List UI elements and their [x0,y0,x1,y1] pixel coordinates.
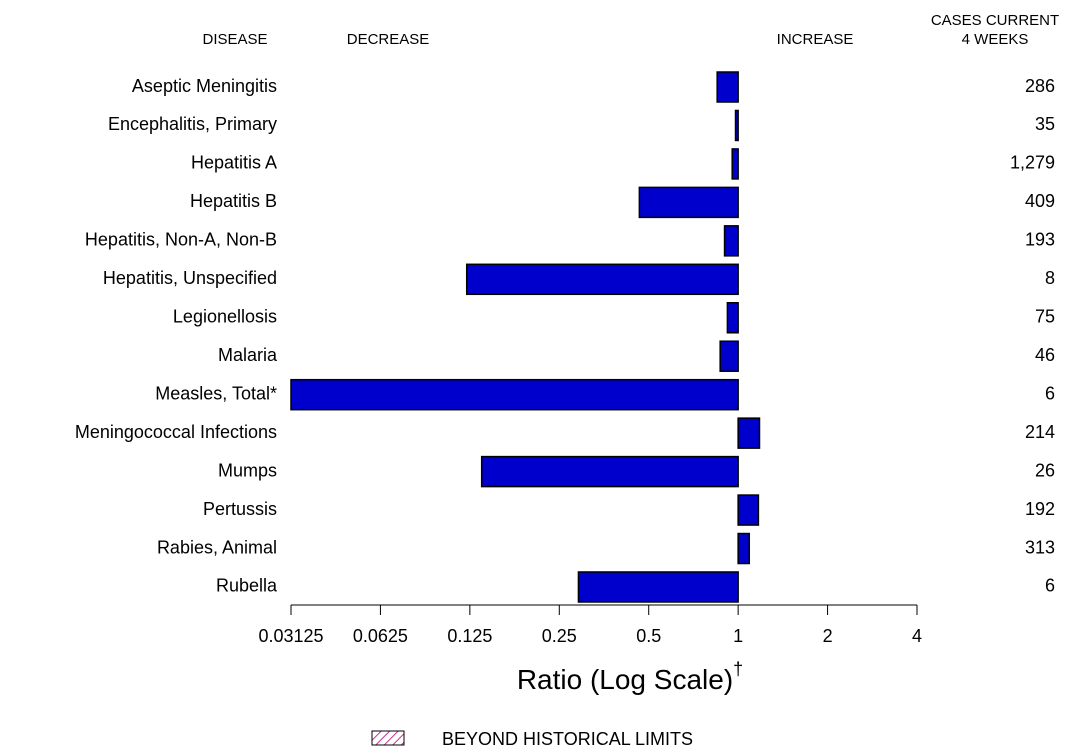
header-disease: DISEASE [202,31,267,48]
cases-value: 286 [1025,76,1055,96]
cases-value: 6 [1045,576,1055,596]
category-label: Hepatitis B [190,191,277,211]
cases-value: 192 [1025,499,1055,519]
header-cases: 4 WEEKS [962,31,1029,48]
header-increase: INCREASE [777,31,854,48]
cases-value: 313 [1025,537,1055,557]
cases-value: 214 [1025,422,1055,442]
x-tick-label: 0.5 [636,626,661,646]
x-tick-label: 0.0625 [353,626,408,646]
category-label: Hepatitis A [191,153,277,173]
bar [726,302,739,334]
x-tick-label: 4 [912,626,922,646]
cases-value: 193 [1025,230,1055,250]
bar [734,109,739,142]
category-label: Rabies, Animal [157,537,277,557]
bar [719,340,739,372]
bar [638,186,739,219]
legend-label: BEYOND HISTORICAL LIMITS [442,729,693,749]
category-label: Meningococcal Infections [75,422,277,442]
category-label: Legionellosis [173,307,277,327]
bar [716,71,739,103]
cases-value: 26 [1035,460,1055,480]
bar [723,225,739,257]
bar [737,532,751,565]
cases-value: 1,279 [1010,153,1055,173]
header-cases: CASES CURRENT [931,12,1059,29]
legend-swatch [371,730,405,746]
category-label: Rubella [216,576,278,596]
category-label: Pertussis [203,499,277,519]
category-label: Hepatitis, Non-A, Non-B [85,230,277,250]
bar [731,148,739,180]
cases-value: 8 [1045,268,1055,288]
category-label: Measles, Total* [155,383,277,403]
cases-value: 75 [1035,307,1055,327]
bar [465,263,739,296]
bar [737,417,761,449]
x-tick-label: 0.125 [447,626,492,646]
bar [577,571,739,603]
bar [737,494,760,526]
category-label: Malaria [218,345,278,365]
x-tick-label: 2 [823,626,833,646]
category-label: Encephalitis, Primary [108,114,277,134]
cases-value: 35 [1035,114,1055,134]
bar [480,455,739,488]
category-label: Mumps [218,460,277,480]
x-tick-label: 0.03125 [258,626,323,646]
bar [290,378,739,411]
cases-value: 409 [1025,191,1055,211]
category-label: Aseptic Meningitis [132,76,277,96]
category-label: Hepatitis, Unspecified [103,268,277,288]
x-tick-label: 1 [733,626,743,646]
x-axis-title: Ratio (Log Scale)† [517,659,743,696]
cases-value: 6 [1045,383,1055,403]
cases-value: 46 [1035,345,1055,365]
header-decrease: DECREASE [347,31,430,48]
x-tick-label: 0.25 [542,626,577,646]
x-axis-title-text: Ratio (Log Scale) [517,664,733,695]
x-axis-title-mark: † [733,659,743,679]
